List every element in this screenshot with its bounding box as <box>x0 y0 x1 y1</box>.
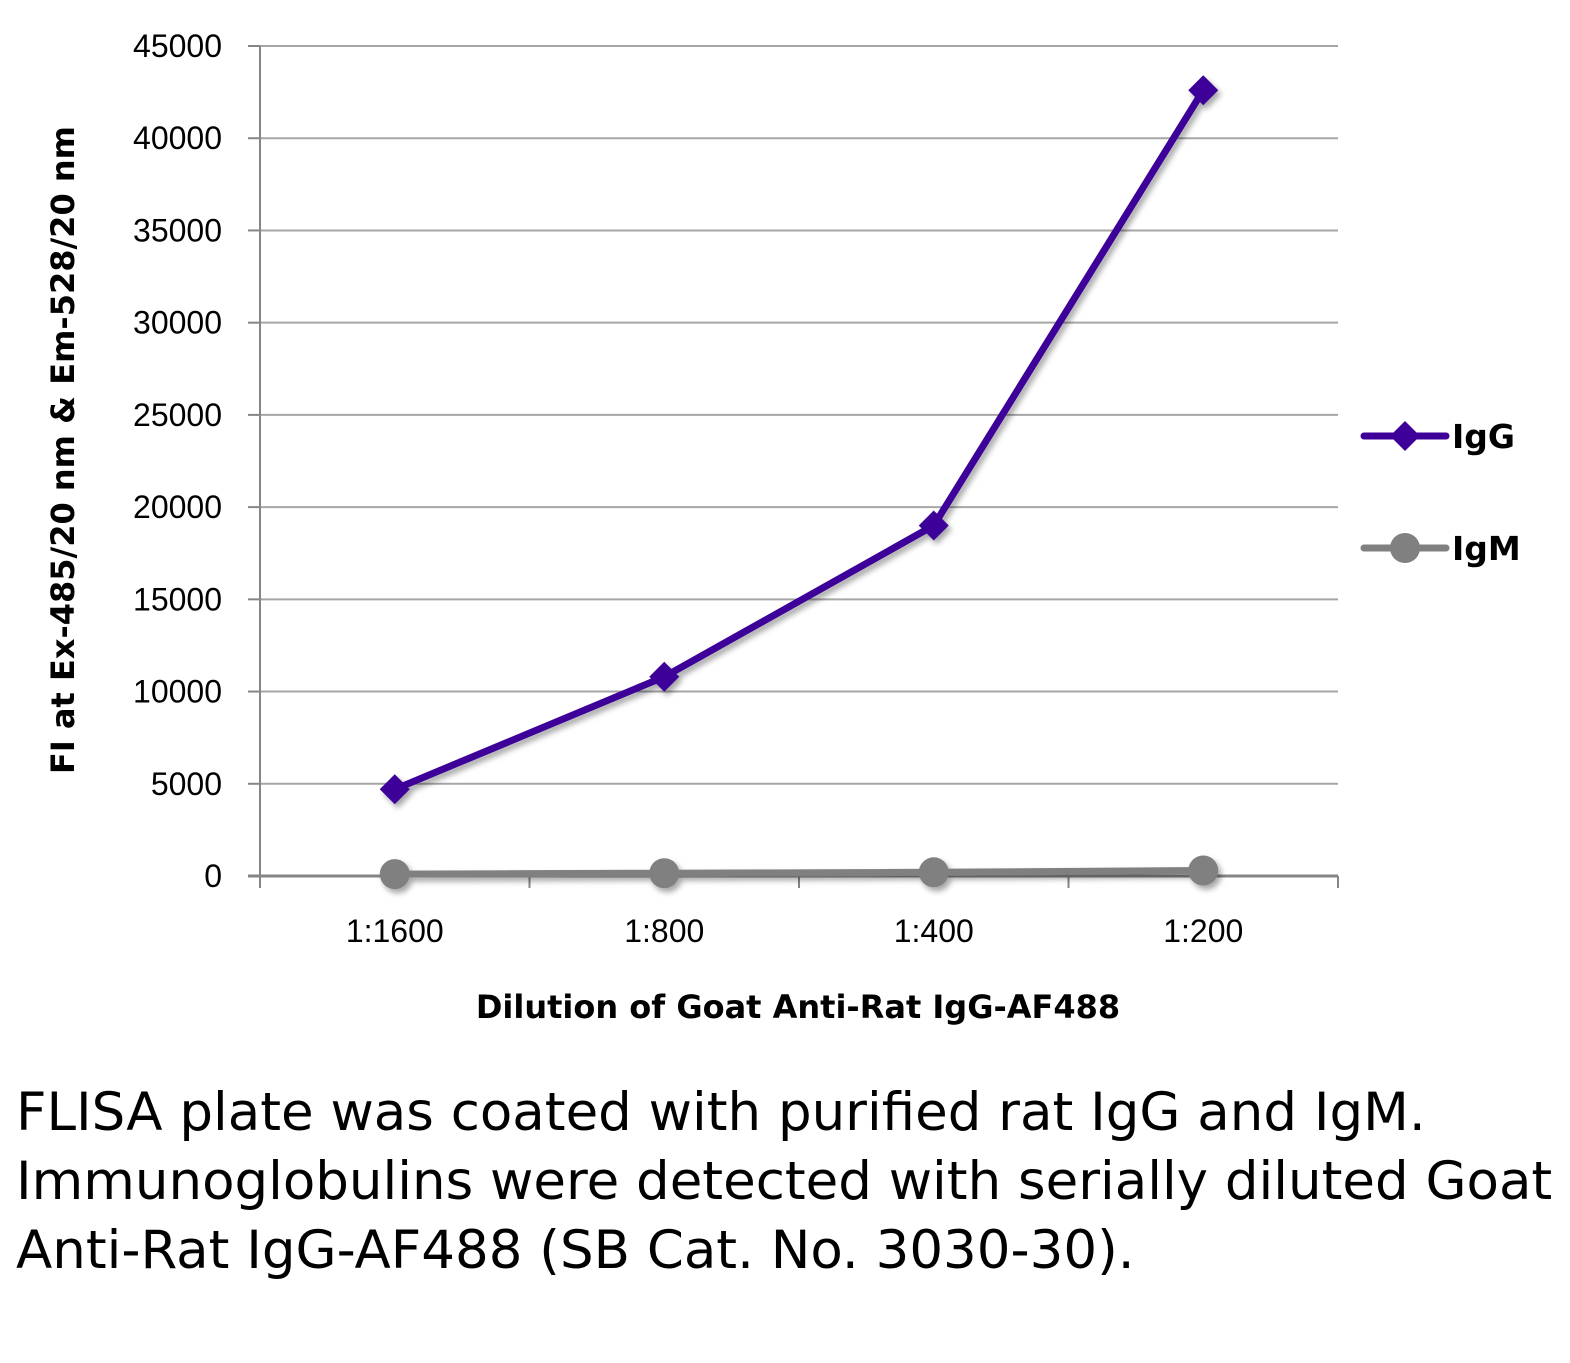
y-tick-labels: 0 5000 10000 15000 20000 25000 30000 35000 40000… <box>133 28 222 894</box>
legend-item-igg: IgG <box>1360 417 1515 456</box>
legend-label: IgG <box>1452 417 1515 456</box>
igg-data-point <box>1188 75 1219 106</box>
y-tick-label: 35000 <box>133 212 222 248</box>
y-tick-label: 25000 <box>133 397 222 433</box>
legend-marker <box>1390 533 1420 563</box>
igm-data-point <box>649 858 680 889</box>
igg-series-line <box>391 86 1207 793</box>
y-axis-title: FI at Ex-485/20 nm & Em-528/20 nm <box>44 126 82 774</box>
igg-data-point <box>379 774 410 805</box>
gridlines <box>260 45 1338 785</box>
igg-data-point <box>918 510 949 541</box>
legend-item-igm: IgM <box>1360 529 1521 568</box>
x-tick-labels: 1:1600 1:800 1:400 1:200 <box>346 913 1243 949</box>
series <box>379 75 1219 890</box>
legend-label: IgM <box>1452 529 1521 568</box>
y-tick-label: 10000 <box>133 674 222 710</box>
figure-caption: FLISA plate was coated with purified rat… <box>16 1082 1553 1281</box>
igm-series-line <box>391 866 1207 878</box>
igm-data-point <box>918 857 949 888</box>
legend-marker <box>1390 421 1420 451</box>
x-axis-title: Dilution of Goat Anti-Rat IgG-AF488 <box>476 988 1120 1026</box>
x-tick-label: 1:400 <box>894 913 974 949</box>
line-chart: 0 5000 10000 15000 20000 25000 30000 35000 40000… <box>44 28 1521 1026</box>
y-tick-label: 5000 <box>151 766 222 802</box>
x-tick-label: 1:800 <box>624 913 704 949</box>
x-tick-label: 1:1600 <box>346 913 444 949</box>
y-tick-label: 0 <box>204 858 222 894</box>
y-tick-label: 30000 <box>133 305 222 341</box>
y-tick-label: 45000 <box>133 28 222 64</box>
y-tick-label: 20000 <box>133 489 222 525</box>
legend: IgG IgM <box>1360 417 1521 568</box>
igm-data-point <box>379 859 410 890</box>
igm-data-point <box>1188 855 1219 886</box>
axes <box>248 45 1339 888</box>
igg-data-point <box>649 661 680 692</box>
y-tick-label: 40000 <box>133 120 222 156</box>
y-tick-label: 15000 <box>133 581 222 617</box>
x-tick-label: 1:200 <box>1163 913 1243 949</box>
